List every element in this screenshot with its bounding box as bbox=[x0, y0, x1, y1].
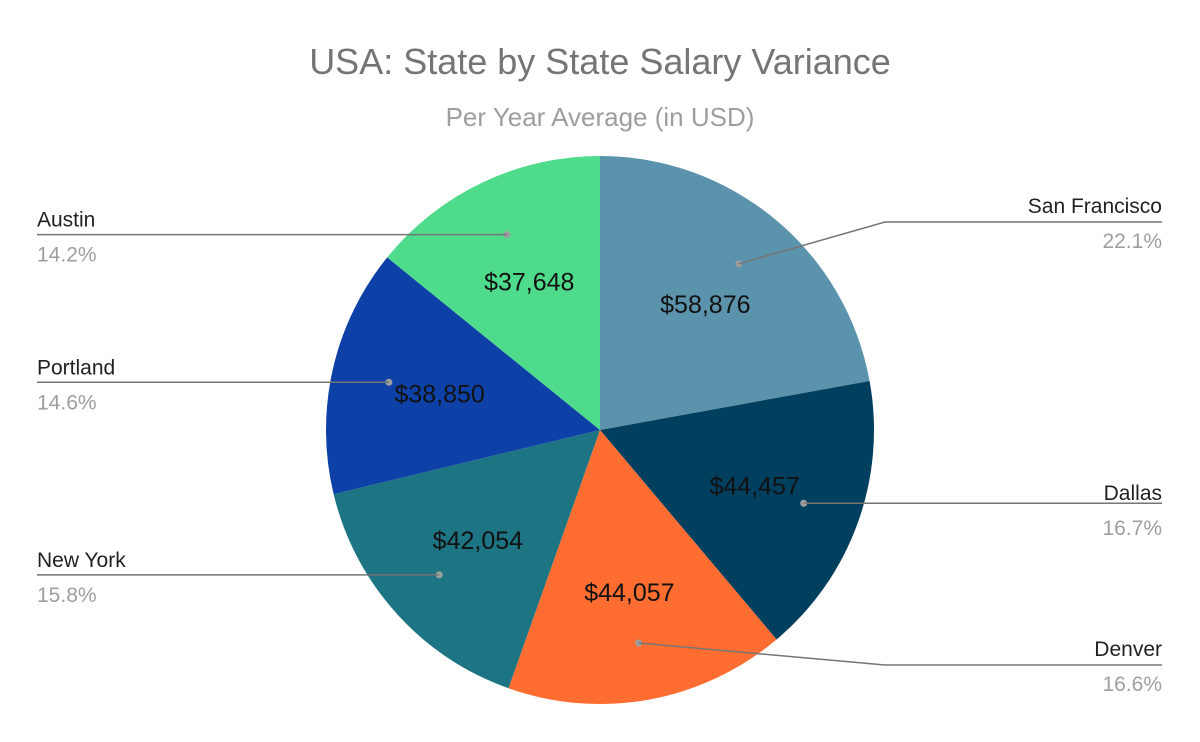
legend-name-dallas: Dallas bbox=[1104, 482, 1162, 505]
slice-value-label-austin: $37,648 bbox=[484, 269, 574, 297]
chart-title: USA: State by State Salary Variance bbox=[309, 41, 891, 82]
pie-slice-dallas bbox=[600, 381, 874, 640]
leader-line-denver bbox=[638, 642, 1162, 666]
slice-value-label-dallas: $44,457 bbox=[710, 473, 800, 501]
pie-slices bbox=[326, 156, 874, 704]
pie-slice-san-francisco bbox=[600, 156, 870, 430]
legend-name-new-york: New York bbox=[37, 549, 126, 572]
legend-percent-portland: 14.6% bbox=[37, 391, 97, 414]
slice-value-label-denver: $44,057 bbox=[584, 579, 674, 607]
legend-percent-new-york: 15.8% bbox=[37, 584, 97, 607]
pie-slice-austin bbox=[387, 156, 600, 430]
slice-value-label-new-york: $42,054 bbox=[433, 527, 523, 555]
pie-slice-new-york bbox=[333, 430, 600, 689]
slice-value-label-san-francisco: $58,876 bbox=[660, 291, 750, 319]
leader-lines: San Francisco 22.1% Dallas 16.7% Denver 16.6%… bbox=[37, 195, 1162, 696]
legend-name-austin: Austin bbox=[37, 209, 95, 232]
chart-subtitle: Per Year Average (in USD) bbox=[446, 102, 755, 132]
leader-line-san-francisco bbox=[738, 221, 1162, 265]
pie-slice-portland bbox=[326, 257, 600, 495]
legend-name-portland: Portland bbox=[37, 356, 115, 379]
legend-percent-austin: 14.2% bbox=[37, 244, 97, 267]
pie-slice-denver bbox=[508, 430, 777, 704]
legend-percent-denver: 16.6% bbox=[1102, 673, 1162, 696]
slice-value-label-portland: $38,850 bbox=[394, 381, 484, 409]
legend-percent-dallas: 16.7% bbox=[1102, 517, 1162, 540]
legend-name-san-francisco: San Francisco bbox=[1028, 195, 1162, 218]
legend-percent-san-francisco: 22.1% bbox=[1102, 230, 1162, 253]
legend-name-denver: Denver bbox=[1094, 638, 1162, 661]
slice-value-labels: $58,876 $44,457 $44,057 $42,054 $38,850 $37,6… bbox=[394, 269, 799, 607]
